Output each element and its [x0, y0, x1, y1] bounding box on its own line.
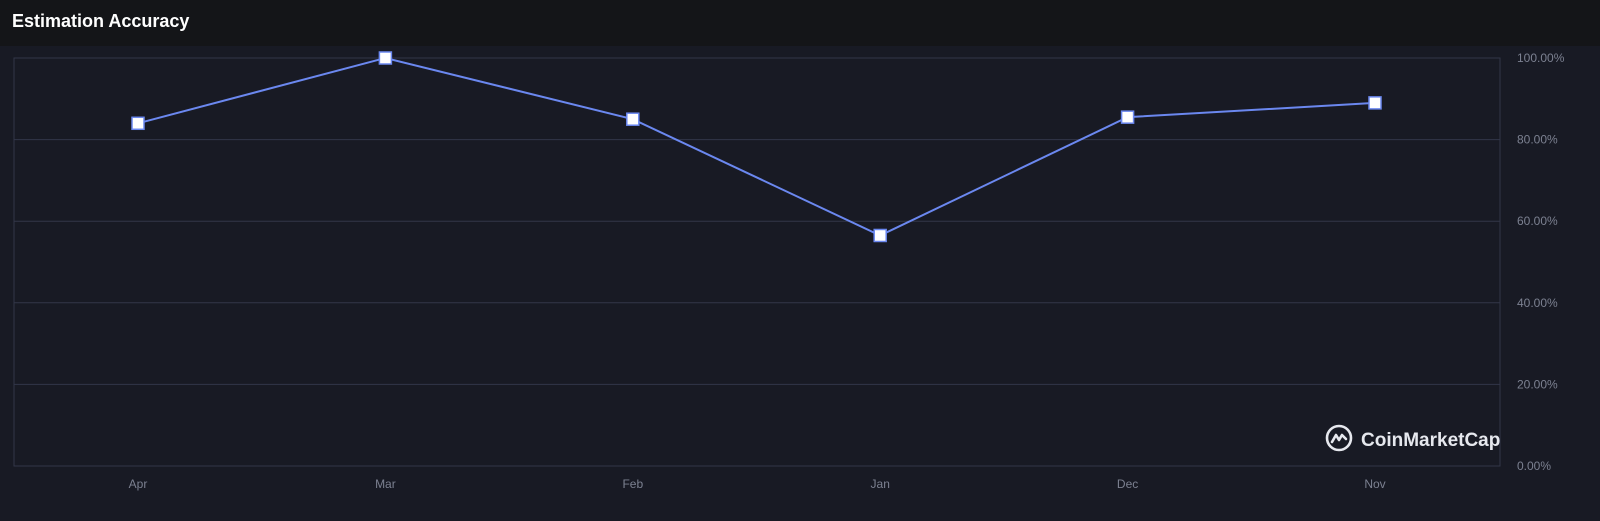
data-point-marker[interactable]: [378, 51, 393, 65]
y-tick-label: 0.00%: [1517, 459, 1551, 473]
x-tick-label: Dec: [1117, 477, 1138, 491]
data-point-marker[interactable]: [1368, 96, 1382, 110]
chart-area: 100.00% 80.00% 60.00% 40.00% 20.00% 0.00% Apr…: [0, 46, 1600, 516]
data-point-marker[interactable]: [873, 228, 887, 243]
x-tick-label: Jan: [871, 477, 890, 491]
data-point-marker[interactable]: [131, 116, 145, 131]
x-tick-label: Apr: [129, 477, 148, 491]
y-tick-label: 20.00%: [1517, 377, 1558, 391]
watermark-brand-text: CoinMarketCap: [1361, 430, 1501, 451]
series-line: [137, 56, 1376, 237]
chart-header: Estimation Accuracy: [0, 0, 1600, 46]
y-tick-label: 100.00%: [1517, 51, 1565, 65]
plot-border: [13, 57, 1501, 467]
y-tick-label: 80.00%: [1517, 133, 1558, 147]
coinmarketcap-logo-icon: [1325, 424, 1353, 458]
y-axis-ticks: 100.00% 80.00% 60.00% 40.00% 20.00% 0.00%: [1517, 51, 1565, 473]
chart-title: Estimation Accuracy: [12, 11, 190, 31]
line-chart[interactable]: 100.00% 80.00% 60.00% 40.00% 20.00% 0.00% Apr…: [0, 46, 1600, 516]
grid-lines: [13, 57, 1501, 467]
x-tick-label: Mar: [375, 477, 396, 491]
x-tick-label: Feb: [622, 477, 643, 491]
y-tick-label: 60.00%: [1517, 214, 1558, 228]
coinmarketcap-watermark: CoinMarketCap: [1325, 424, 1500, 458]
x-tick-label: Nov: [1364, 477, 1385, 491]
data-point-marker[interactable]: [1120, 110, 1135, 124]
data-point-marker[interactable]: [626, 112, 640, 126]
y-tick-label: 40.00%: [1517, 296, 1558, 310]
series: [131, 51, 1382, 243]
x-axis-ticks: Apr Mar Feb Jan Dec Nov: [129, 477, 1386, 491]
